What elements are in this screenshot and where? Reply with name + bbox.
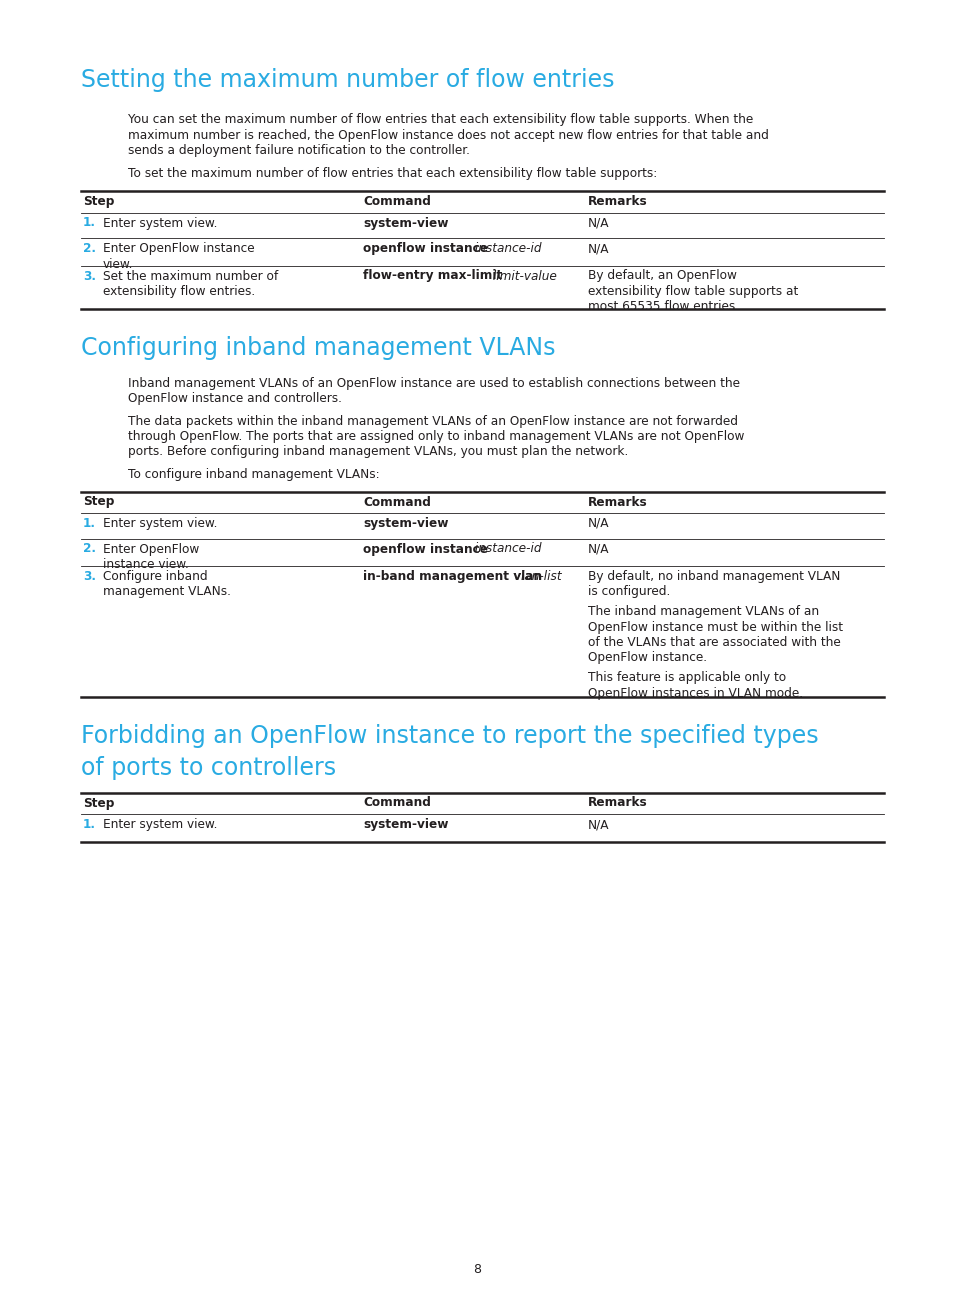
- Text: vlan-list: vlan-list: [510, 570, 561, 583]
- Text: Configuring inband management VLANs: Configuring inband management VLANs: [81, 337, 555, 360]
- Text: most 65535 flow entries.: most 65535 flow entries.: [587, 301, 739, 314]
- Text: OpenFlow instance.: OpenFlow instance.: [587, 652, 706, 665]
- Text: of ports to controllers: of ports to controllers: [81, 757, 335, 780]
- Text: is configured.: is configured.: [587, 586, 670, 599]
- Text: in-band management vlan: in-band management vlan: [363, 570, 541, 583]
- Text: Remarks: Remarks: [587, 797, 647, 810]
- Text: Remarks: Remarks: [587, 194, 647, 207]
- Text: The data packets within the inband management VLANs of an OpenFlow instance are : The data packets within the inband manag…: [128, 415, 738, 428]
- Text: This feature is applicable only to: This feature is applicable only to: [587, 671, 785, 684]
- Text: Command: Command: [363, 194, 431, 207]
- Text: extensibility flow entries.: extensibility flow entries.: [103, 285, 254, 298]
- Text: Enter system view.: Enter system view.: [103, 517, 217, 530]
- Text: through OpenFlow. The ports that are assigned only to inband management VLANs ar: through OpenFlow. The ports that are ass…: [128, 430, 743, 443]
- Text: Inband management VLANs of an OpenFlow instance are used to establish connection: Inband management VLANs of an OpenFlow i…: [128, 377, 740, 390]
- Text: Command: Command: [363, 495, 431, 508]
- Text: system-view: system-view: [363, 517, 448, 530]
- Text: Remarks: Remarks: [587, 495, 647, 508]
- Text: 8: 8: [473, 1264, 480, 1277]
- Text: Configure inband: Configure inband: [103, 570, 208, 583]
- Text: extensibility flow table supports at: extensibility flow table supports at: [587, 285, 798, 298]
- Text: ports. Before configuring inband management VLANs, you must plan the network.: ports. Before configuring inband managem…: [128, 446, 628, 459]
- Text: You can set the maximum number of flow entries that each extensibility flow tabl: You can set the maximum number of flow e…: [128, 113, 753, 126]
- Text: Step: Step: [83, 194, 114, 207]
- Text: limit-value: limit-value: [489, 270, 557, 283]
- Text: 3.: 3.: [83, 570, 96, 583]
- Text: To configure inband management VLANs:: To configure inband management VLANs:: [128, 468, 379, 481]
- Text: Set the maximum number of: Set the maximum number of: [103, 270, 278, 283]
- Text: N/A: N/A: [587, 517, 609, 530]
- Text: instance-id: instance-id: [471, 543, 541, 556]
- Text: openflow instance: openflow instance: [363, 242, 488, 255]
- Text: 3.: 3.: [83, 270, 96, 283]
- Text: maximum number is reached, the OpenFlow instance does not accept new flow entrie: maximum number is reached, the OpenFlow …: [128, 128, 768, 141]
- Text: Forbidding an OpenFlow instance to report the specified types: Forbidding an OpenFlow instance to repor…: [81, 724, 818, 749]
- Text: N/A: N/A: [587, 216, 609, 229]
- Text: Enter OpenFlow: Enter OpenFlow: [103, 543, 199, 556]
- Text: 1.: 1.: [83, 216, 96, 229]
- Text: 1.: 1.: [83, 517, 96, 530]
- Text: Step: Step: [83, 495, 114, 508]
- Text: Enter system view.: Enter system view.: [103, 216, 217, 229]
- Text: The inband management VLANs of an: The inband management VLANs of an: [587, 605, 819, 618]
- Text: To set the maximum number of flow entries that each extensibility flow table sup: To set the maximum number of flow entrie…: [128, 167, 657, 180]
- Text: N/A: N/A: [587, 242, 609, 255]
- Text: Command: Command: [363, 797, 431, 810]
- Text: By default, an OpenFlow: By default, an OpenFlow: [587, 270, 736, 283]
- Text: management VLANs.: management VLANs.: [103, 586, 231, 599]
- Text: N/A: N/A: [587, 818, 609, 831]
- Text: Setting the maximum number of flow entries: Setting the maximum number of flow entri…: [81, 67, 614, 92]
- Text: OpenFlow instance and controllers.: OpenFlow instance and controllers.: [128, 391, 341, 404]
- Text: flow-entry max-limit: flow-entry max-limit: [363, 270, 501, 283]
- Text: 2.: 2.: [83, 242, 96, 255]
- Text: of the VLANs that are associated with the: of the VLANs that are associated with th…: [587, 636, 840, 649]
- Text: OpenFlow instances in VLAN mode.: OpenFlow instances in VLAN mode.: [587, 687, 802, 700]
- Text: view.: view.: [103, 258, 133, 271]
- Text: system-view: system-view: [363, 216, 448, 229]
- Text: N/A: N/A: [587, 543, 609, 556]
- Text: instance-id: instance-id: [471, 242, 541, 255]
- Text: Enter OpenFlow instance: Enter OpenFlow instance: [103, 242, 254, 255]
- Text: openflow instance: openflow instance: [363, 543, 488, 556]
- Text: Enter system view.: Enter system view.: [103, 818, 217, 831]
- Text: By default, no inband management VLAN: By default, no inband management VLAN: [587, 570, 840, 583]
- Text: 1.: 1.: [83, 818, 96, 831]
- Text: 2.: 2.: [83, 543, 96, 556]
- Text: sends a deployment failure notification to the controller.: sends a deployment failure notification …: [128, 144, 470, 157]
- Text: OpenFlow instance must be within the list: OpenFlow instance must be within the lis…: [587, 621, 842, 634]
- Text: instance view.: instance view.: [103, 559, 189, 572]
- Text: Step: Step: [83, 797, 114, 810]
- Text: system-view: system-view: [363, 818, 448, 831]
